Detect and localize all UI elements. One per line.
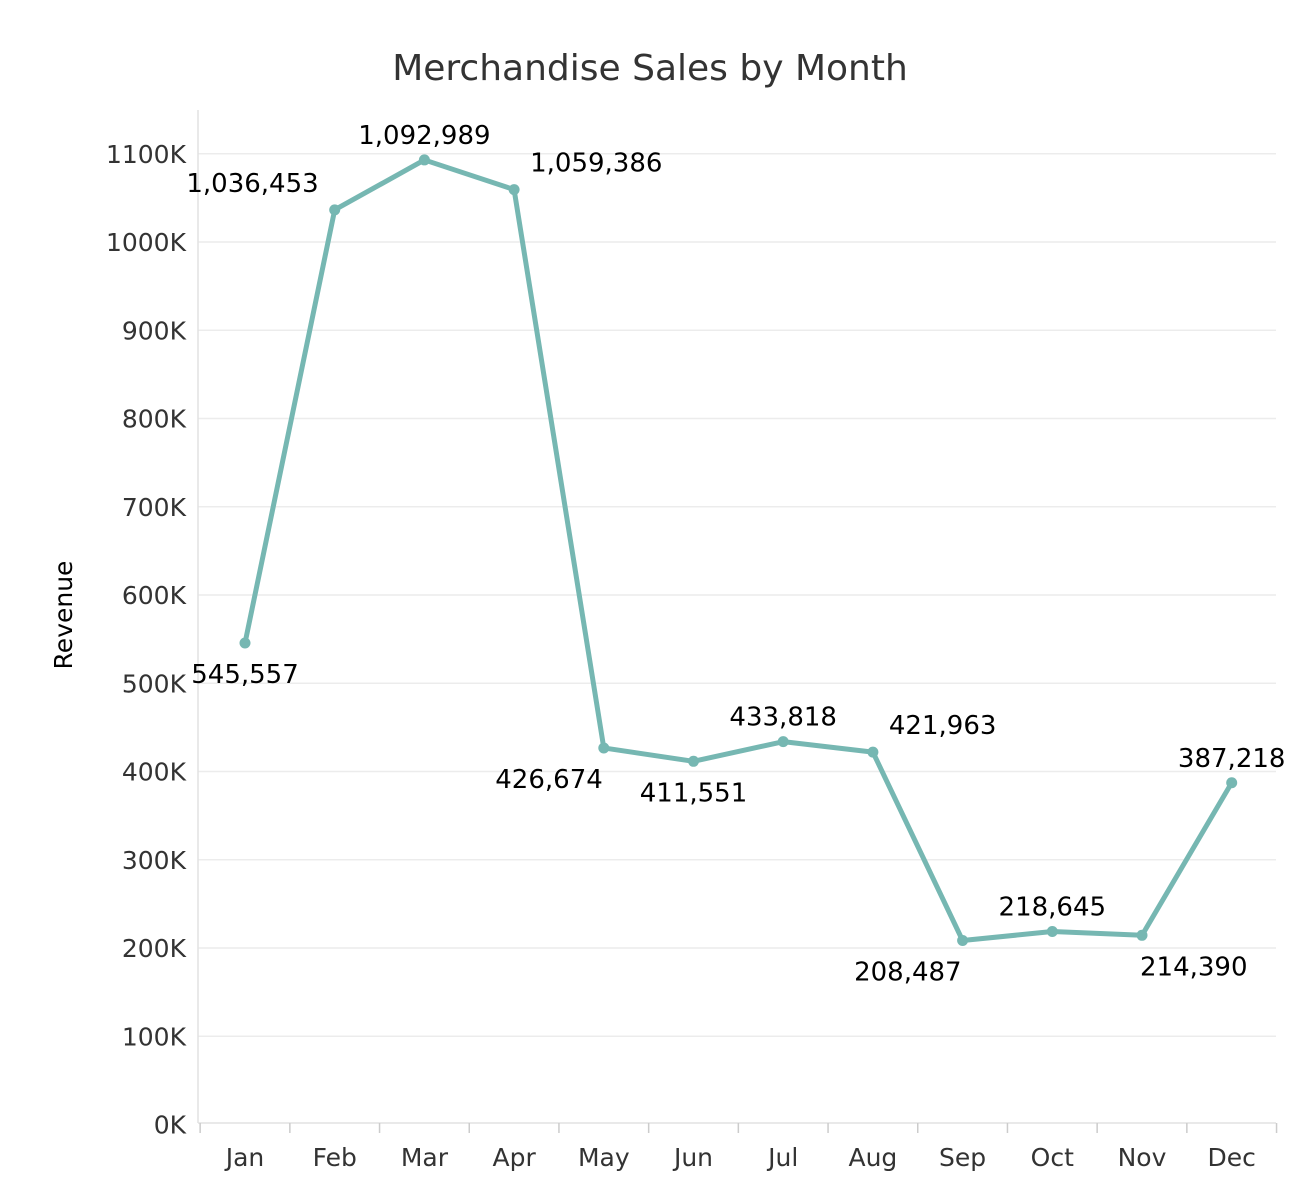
series-line	[242, 157, 1235, 944]
data-label: 208,487	[854, 958, 962, 988]
y-tick-label: 600K	[122, 581, 187, 610]
y-tick-label: 500K	[122, 669, 187, 698]
data-point	[329, 204, 341, 216]
data-label: 218,645	[999, 893, 1107, 923]
data-point	[418, 154, 430, 166]
data-label: 545,557	[191, 660, 299, 690]
data-label: 421,963	[889, 711, 997, 741]
data-point	[957, 935, 969, 947]
data-label: 433,818	[729, 703, 837, 733]
data-point	[777, 736, 789, 748]
x-tick-label: Jul	[766, 1143, 798, 1172]
data-point	[239, 637, 251, 649]
data-label: 1,092,989	[358, 121, 490, 151]
data-label: 1,059,386	[530, 149, 662, 179]
data-point	[1226, 777, 1238, 789]
data-point	[508, 184, 520, 196]
x-tick-label: Apr	[492, 1143, 536, 1172]
y-tick-label: 400K	[122, 758, 187, 787]
x-tick-label: Mar	[401, 1143, 449, 1172]
data-labels: 545,557 1,036,453 1,092,989 1,059,386 426,67…	[186, 121, 1285, 988]
data-label: 411,551	[640, 778, 748, 808]
x-tick-label: Nov	[1118, 1143, 1167, 1172]
series-revenue	[239, 154, 1238, 947]
y-tick-label: 300K	[122, 846, 187, 875]
x-tick-label: Oct	[1031, 1143, 1074, 1172]
y-tick-label: 1100K	[106, 140, 187, 169]
data-label: 214,390	[1140, 952, 1248, 982]
x-tick-label: Dec	[1208, 1143, 1256, 1172]
y-tick-label: 100K	[122, 1022, 187, 1051]
data-point	[1046, 926, 1058, 938]
gridlines	[198, 153, 1276, 1037]
y-tick-label: 200K	[122, 934, 187, 963]
x-tick-label: Jan	[224, 1143, 265, 1172]
data-label: 1,036,453	[186, 169, 318, 199]
y-tick-label: 900K	[122, 316, 187, 345]
y-tick-label: 0K	[154, 1111, 187, 1140]
y-axis-ticks: 0K 100K 200K 300K 400K 500K 600K 700K 800K 900K 10…	[106, 140, 187, 1140]
x-tick-label: Aug	[848, 1143, 897, 1172]
data-label: 387,218	[1178, 744, 1286, 774]
x-axis-ticks: Jan Feb Mar Apr May Jun Jul Aug Sep Oct Nov Dec	[199, 1123, 1278, 1172]
y-axis-label: Revenue	[49, 561, 78, 670]
x-tick-label: Feb	[313, 1143, 357, 1172]
data-point	[867, 746, 879, 758]
y-tick-label: 800K	[122, 405, 187, 434]
data-point	[688, 755, 699, 767]
data-label: 426,674	[495, 765, 603, 795]
x-tick-label: Jun	[672, 1143, 713, 1172]
axes	[197, 110, 1276, 1124]
x-tick-label: May	[578, 1143, 630, 1172]
y-tick-label: 1000K	[106, 228, 187, 257]
x-tick-label: Sep	[939, 1143, 986, 1172]
chart-title: Merchandise Sales by Month	[392, 48, 908, 89]
y-tick-label: 700K	[122, 493, 187, 522]
data-point	[1136, 929, 1148, 941]
data-point	[598, 742, 610, 754]
